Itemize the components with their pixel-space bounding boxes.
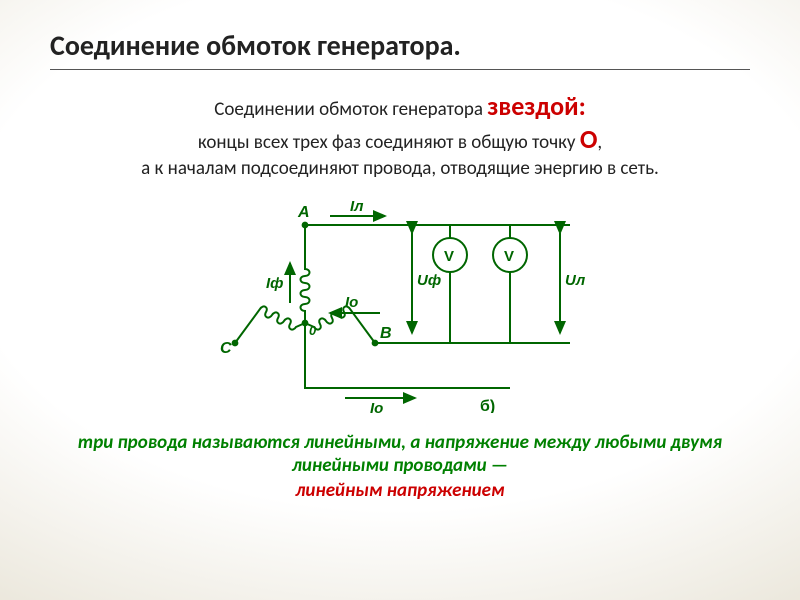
diagram-label-C: C: [220, 340, 232, 357]
diagram-label-V1: V: [444, 248, 454, 265]
footer-line2: линейным напряжением: [50, 479, 750, 502]
intro-line2-prefix: концы всех трех фаз соединяют в общую то…: [198, 131, 580, 154]
intro-line1: Соединении обмоток генератора звездой:: [70, 90, 730, 123]
diagram-label-0: 0: [309, 323, 317, 338]
diagram-label-Uline: Uл: [565, 272, 586, 289]
diagram-label-V2: V: [504, 248, 514, 265]
diagram-label-I0left: Iо: [345, 294, 358, 311]
star-diagram: A B C 0 Iл Iф Iо Iо Uф Uл V V б): [190, 193, 610, 413]
intro-line3: а к началам подсоединяют провода, отводя…: [70, 157, 730, 181]
slide: Соединение обмоток генератора. Соединени…: [0, 0, 800, 600]
intro-line2: концы всех трех фаз соединяют в общую то…: [70, 123, 730, 156]
diagram-label-I0bot: Iо: [370, 400, 383, 413]
page-title: Соединение обмоток генератора.: [50, 28, 750, 63]
diagram-wrap: A B C 0 Iл Iф Iо Iо Uф Uл V V б): [50, 193, 750, 413]
diagram-label-Iline: Iл: [350, 198, 364, 215]
footer-line1: три провода называются линейными, а напр…: [50, 431, 750, 477]
intro-keyword-star: звездой:: [487, 90, 586, 122]
intro-letter-O: О: [580, 123, 598, 155]
diagram-label-Uphase: Uф: [417, 272, 441, 289]
intro-line2-suffix: ,: [597, 131, 602, 154]
title-rule: [50, 69, 750, 70]
diagram-label-panel: б): [480, 398, 495, 413]
diagram-label-Iphase: Iф: [266, 275, 283, 292]
intro-line1-prefix: Соединении обмоток генератора: [214, 98, 487, 121]
diagram-label-A: A: [297, 204, 310, 221]
diagram-label-B: B: [380, 325, 392, 342]
